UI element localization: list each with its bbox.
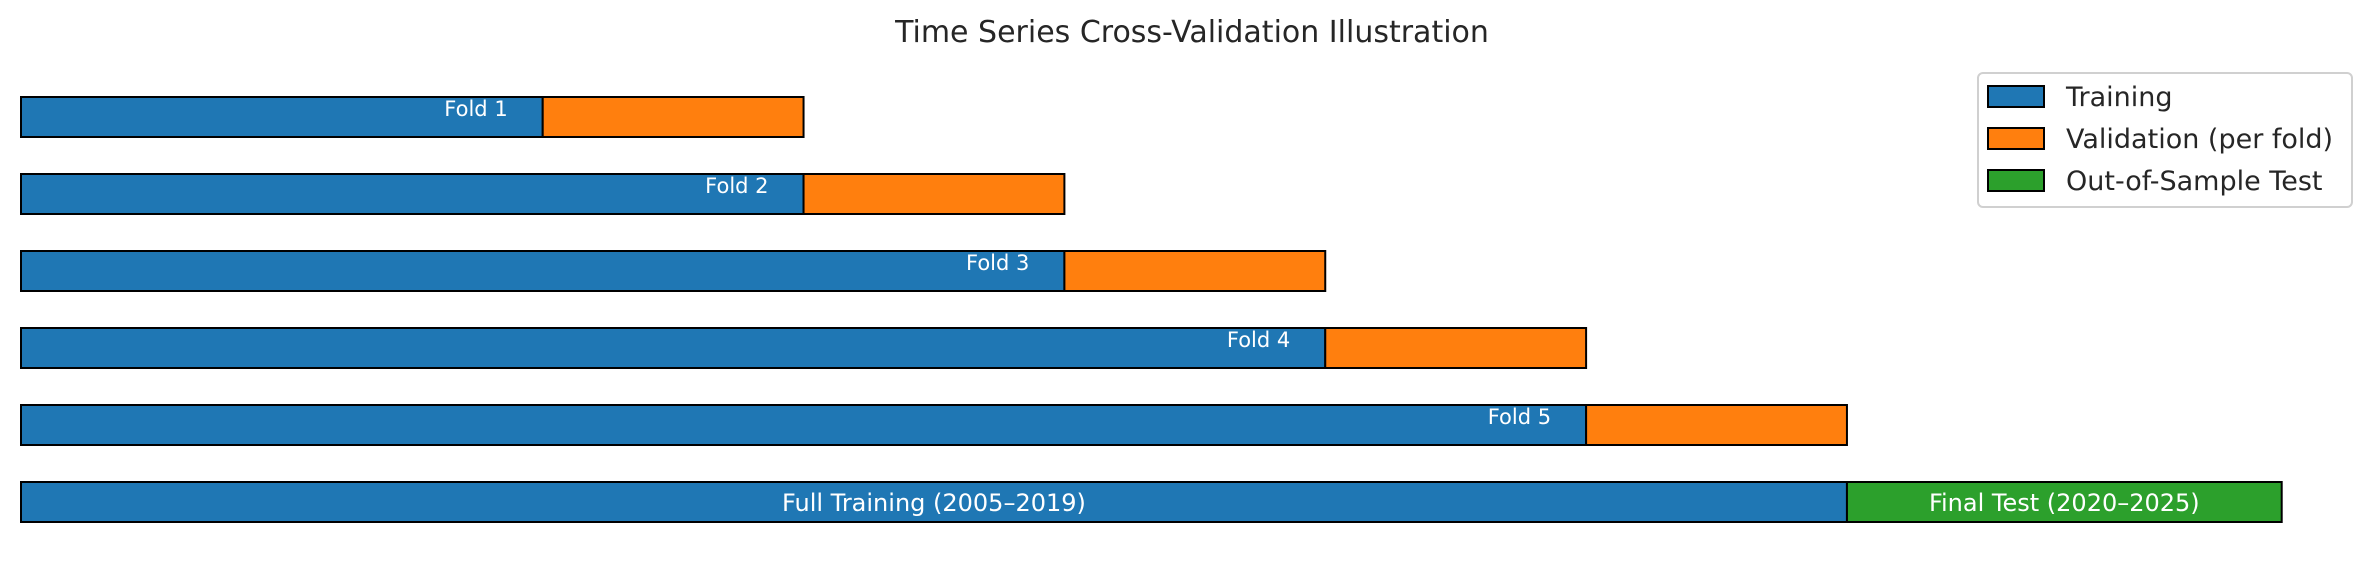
fold-label: Fold 3 bbox=[966, 251, 1029, 275]
bar-row: Fold 2 bbox=[20, 173, 1066, 215]
legend-label: Out-of-Sample Test bbox=[2066, 166, 2322, 197]
bar-row: Fold 3 bbox=[20, 250, 1327, 292]
bar-row: Full Training (2005–2019) Final Test (202… bbox=[20, 481, 2283, 523]
validation-bar bbox=[1063, 250, 1327, 292]
legend-frame bbox=[1977, 72, 2353, 208]
legend-swatch bbox=[1987, 127, 2045, 150]
training-bar bbox=[20, 327, 1327, 369]
fold-label: Fold 4 bbox=[1227, 328, 1290, 352]
legend-items: Training Validation (per fold) Out-of-Samp… bbox=[1987, 82, 2333, 197]
training-bar bbox=[20, 173, 805, 215]
fold-label: Fold 1 bbox=[444, 97, 507, 121]
training-segment-label: Full Training (2005–2019) bbox=[782, 489, 1086, 517]
validation-bar bbox=[541, 96, 805, 138]
fold-label: Fold 2 bbox=[705, 174, 768, 198]
fold-label: Fold 5 bbox=[1488, 405, 1551, 429]
legend-swatch bbox=[1987, 85, 2045, 108]
bar-row: Fold 1 bbox=[20, 96, 805, 138]
validation-bar bbox=[1324, 327, 1588, 369]
test-bar bbox=[1845, 481, 2283, 523]
training-bar bbox=[20, 96, 544, 138]
training-bar bbox=[20, 250, 1066, 292]
chart-title: Time Series Cross-Validation Illustratio… bbox=[894, 15, 1489, 50]
legend: Training Validation (per fold) Out-of-Samp… bbox=[1977, 72, 2353, 208]
training-bar bbox=[20, 404, 1588, 446]
legend-label: Training bbox=[2065, 82, 2173, 113]
bar-row: Fold 4 bbox=[20, 327, 1588, 369]
legend-swatch bbox=[1987, 169, 2045, 192]
legend-label: Validation (per fold) bbox=[2066, 124, 2333, 155]
training-bar bbox=[20, 481, 1848, 523]
test-segment-label: Final Test (2020–2025) bbox=[1929, 489, 2200, 517]
validation-bar bbox=[1585, 404, 1848, 446]
bar-row: Fold 5 bbox=[20, 404, 1848, 446]
bars-group: Fold 1 Fold 2 Fold 3 Fold 4 Fold 5 Full Train… bbox=[20, 96, 2283, 523]
validation-bar bbox=[802, 173, 1066, 215]
